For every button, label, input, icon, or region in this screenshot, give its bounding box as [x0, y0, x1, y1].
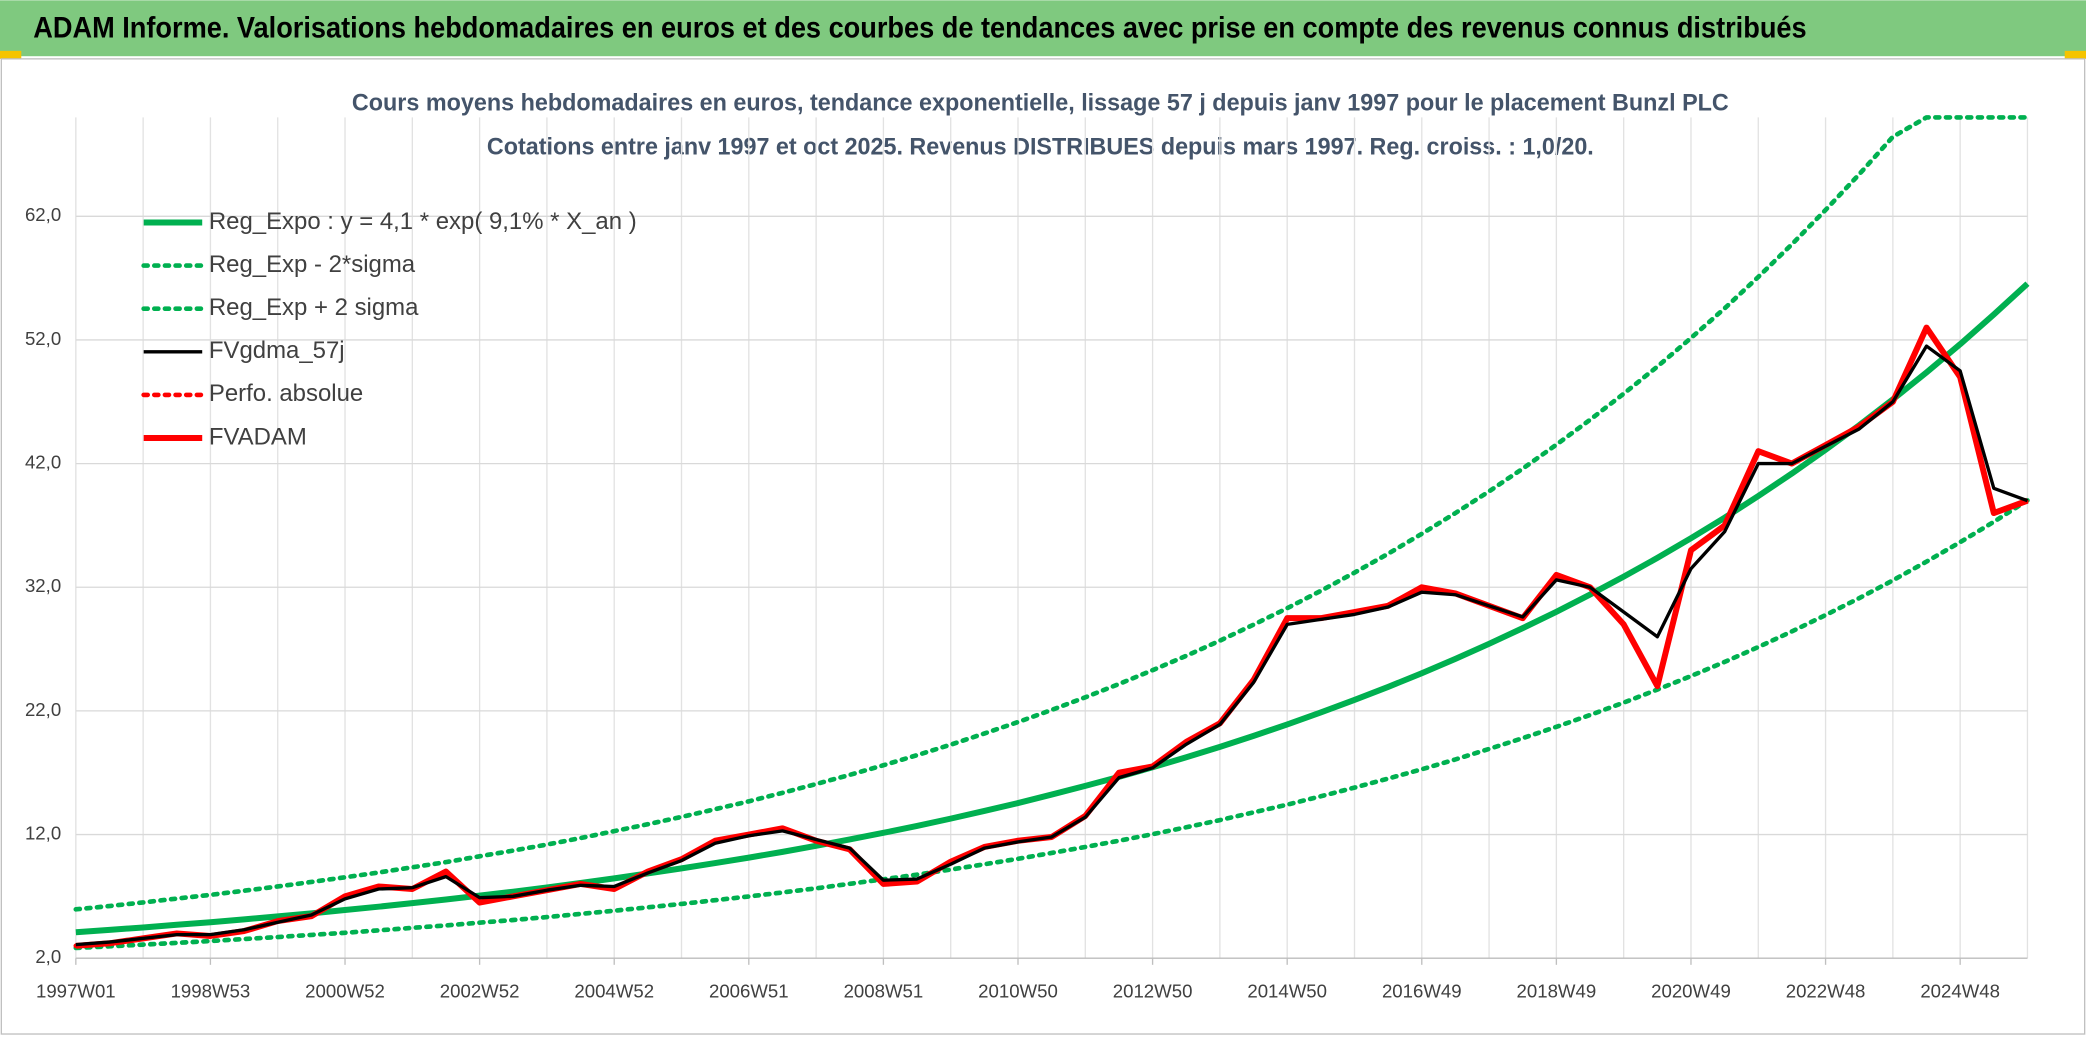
- series-line: [73, 498, 2030, 951]
- series-line: [75, 344, 2029, 947]
- x-tick-label: 2024W48: [1920, 981, 2000, 1002]
- corner: [0, 50, 22, 59]
- x-tick-label: 2004W52: [574, 981, 654, 1002]
- y-tick-label: 42,0: [25, 452, 61, 473]
- x-tick-label: 2018W49: [1517, 981, 1597, 1002]
- y-tick-label: 32,0: [25, 575, 61, 596]
- x-tick-label: 1998W53: [171, 981, 251, 1002]
- header-bar: [0, 0, 2086, 57]
- x-tick-label: 2016W49: [1382, 981, 1462, 1002]
- legend-label: Reg_Exp + 2 sigma: [209, 294, 419, 321]
- legend-label: Reg_Exp - 2*sigma: [209, 251, 416, 278]
- chart-frame: [0, 58, 2086, 1035]
- x-tick-label: 2006W51: [709, 981, 789, 1002]
- legend-label: FVADAM: [209, 423, 307, 450]
- x-tick-label: 2000W52: [305, 981, 385, 1002]
- x-tick-label: 2020W49: [1651, 981, 1731, 1002]
- header-title: ADAM Informe. Valorisations hebdomadaire…: [33, 12, 1806, 44]
- x-tick-label: 2010W50: [978, 981, 1058, 1002]
- plot: 2,0 12,0 22,0 32,0 42,0 52,0 62,0 1997W01 1998W5…: [25, 115, 2030, 1002]
- legend-label: Reg_Expo : y = 4,1 * exp( 9,1% * X_an ): [209, 208, 637, 235]
- series-line: [73, 115, 2030, 912]
- series-line: [75, 281, 2030, 936]
- y-tick-label: 22,0: [25, 699, 61, 720]
- y-tick-label: 12,0: [25, 822, 61, 843]
- legend-label: Perfo. absolue: [209, 380, 363, 407]
- x-tick-label: 2014W50: [1247, 981, 1327, 1002]
- x-tick-label: 2012W50: [1113, 981, 1193, 1002]
- y-tick-label: 52,0: [25, 328, 61, 349]
- y-tick-label: 62,0: [25, 204, 61, 225]
- corner: [2064, 50, 2086, 59]
- y-tick-label: 2,0: [35, 946, 61, 967]
- chart-title: Cours moyens hebdomadaires en euros, ten…: [352, 89, 1729, 116]
- chart-subtitle: Cotations entre janv 1997 et oct 2025. R…: [487, 133, 1594, 160]
- legend-label: FVgdma_57j: [209, 337, 345, 364]
- x-tick-label: 1997W01: [36, 981, 116, 1002]
- x-tick-label: 2002W52: [440, 981, 520, 1002]
- x-tick-label: 2022W48: [1786, 981, 1866, 1002]
- x-tick-label: 2008W51: [844, 981, 924, 1002]
